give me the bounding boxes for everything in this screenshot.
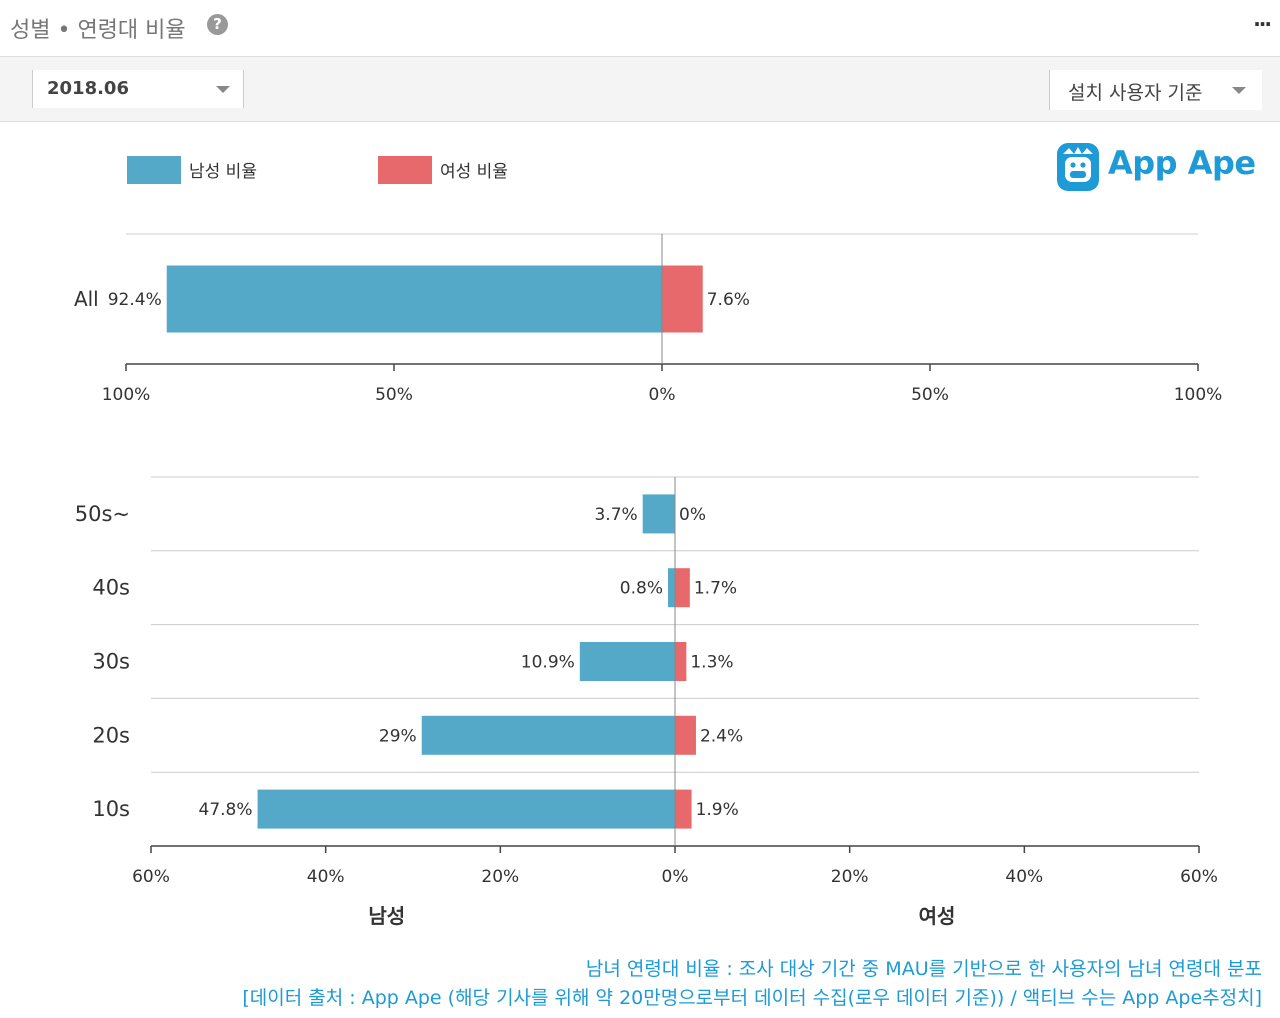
legend-label-female: 여성 비율	[440, 162, 508, 182]
data-label-male: 47.8%	[199, 800, 253, 820]
legend-swatch-male	[127, 156, 181, 184]
widget-header: 성별 • 연령대 비율 ? ···	[0, 0, 1280, 57]
question-circle-icon[interactable]: ?	[207, 14, 228, 35]
x-tick-label: 20%	[831, 867, 869, 887]
x-tick-label: 20%	[481, 867, 519, 887]
data-label-female: 1.7%	[694, 579, 737, 599]
date-select[interactable]: 2018.06	[32, 70, 244, 108]
x-tick-label: 100%	[1174, 385, 1223, 405]
data-label-male: 0.8%	[620, 579, 663, 599]
category-label: 10s	[92, 797, 130, 821]
legend-swatch-female	[378, 156, 432, 184]
x-tick-label: 60%	[132, 867, 170, 887]
legend-label-male: 남성 비율	[189, 162, 257, 182]
category-label: 30s	[92, 650, 130, 674]
x-tick-label: 40%	[307, 867, 345, 887]
data-label-female: 2.4%	[700, 726, 743, 746]
basis-select[interactable]: 설치 사용자 기준	[1049, 70, 1262, 110]
bar-female	[675, 568, 690, 608]
bar-male	[668, 568, 675, 608]
data-label-male: 3.7%	[594, 505, 637, 525]
x-tick-label: 50%	[375, 385, 413, 405]
bar-male	[257, 789, 675, 829]
footer-note-1: 남녀 연령대 비율 : 조사 대상 기간 중 MAU를 기반으로 한 사용자의 …	[585, 958, 1262, 980]
basis-select-value: 설치 사용자 기준	[1068, 82, 1203, 104]
footer-note-2: [데이터 출처 : App Ape (해당 기사를 위해 약 20만명으로부터 …	[242, 987, 1262, 1009]
bar-female	[662, 265, 703, 333]
data-label-female: 0%	[679, 505, 706, 525]
bar-male	[579, 642, 675, 681]
x-label-male: 남성	[368, 904, 405, 928]
category-label: 40s	[92, 576, 130, 600]
data-label-male: 92.4%	[108, 290, 162, 310]
data-label-female: 1.3%	[690, 653, 733, 673]
category-label: 50s~	[75, 502, 130, 526]
category-label: All	[74, 287, 99, 311]
x-tick-label: 40%	[1005, 867, 1043, 887]
bar-male	[642, 494, 675, 534]
app-ape-logo-icon	[1057, 143, 1099, 191]
x-tick-label: 100%	[102, 385, 151, 405]
bar-male	[421, 715, 675, 755]
chevron-down-icon	[1232, 87, 1246, 94]
x-tick-label: 60%	[1180, 867, 1218, 887]
data-label-female: 7.6%	[707, 290, 750, 310]
chevron-down-icon	[216, 86, 230, 93]
logo-text: App Ape	[1108, 144, 1256, 182]
x-label-female: 여성	[919, 904, 956, 928]
data-label-male: 10.9%	[521, 653, 575, 673]
more-dots-icon[interactable]: ···	[1253, 12, 1272, 36]
bar-female	[675, 789, 692, 829]
data-label-male: 29%	[379, 726, 417, 746]
x-tick-label: 0%	[649, 385, 676, 405]
bar-male	[166, 265, 662, 333]
x-tick-label: 0%	[662, 867, 689, 887]
data-label-female: 1.9%	[696, 800, 739, 820]
bar-female	[675, 715, 696, 755]
filter-bar: 2018.06 설치 사용자 기준	[0, 57, 1280, 122]
date-select-value: 2018.06	[47, 78, 129, 99]
x-tick-label: 50%	[911, 385, 949, 405]
category-label: 20s	[92, 723, 130, 747]
bar-female	[675, 642, 687, 681]
gender-age-chart: 남성 비율 여성 비율 100% 50% 0% 50% 100% 92.4% 7.6% All 60…	[74, 156, 1223, 928]
widget-title: 성별 • 연령대 비율	[10, 18, 186, 43]
